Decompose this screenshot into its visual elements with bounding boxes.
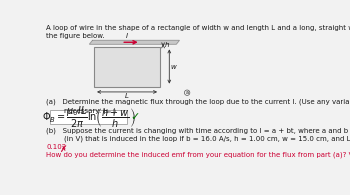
Text: h: h <box>164 42 169 48</box>
Text: I: I <box>126 33 128 39</box>
Text: (b)   Suppose the current is changing with time according to I = a + bt, where a: (b) Suppose the current is changing with… <box>46 127 350 142</box>
Text: 0.102: 0.102 <box>46 144 66 150</box>
Text: (a)   Determine the magnetic flux through the loop due to the current I. (Use an: (a) Determine the magnetic flux through … <box>46 99 350 114</box>
Text: $\Phi_B = \dfrac{\mu_0 IL}{2\pi}\ln\!\left(\dfrac{h+w}{h}\right)$: $\Phi_B = \dfrac{\mu_0 IL}{2\pi}\ln\!\le… <box>42 105 135 130</box>
Text: a: a <box>186 90 189 95</box>
Text: A loop of wire in the shape of a rectangle of width w and length L and a long, s: A loop of wire in the shape of a rectang… <box>46 25 350 39</box>
Polygon shape <box>90 40 179 44</box>
Bar <box>50 110 127 123</box>
Text: L: L <box>125 93 129 99</box>
Text: ✓: ✓ <box>131 112 140 122</box>
Text: How do you determine the induced emf from your equation for the flux from part (: How do you determine the induced emf fro… <box>46 152 350 159</box>
Circle shape <box>184 90 190 95</box>
Text: ✗: ✗ <box>60 145 68 154</box>
Bar <box>94 46 160 87</box>
Text: w: w <box>171 64 177 70</box>
